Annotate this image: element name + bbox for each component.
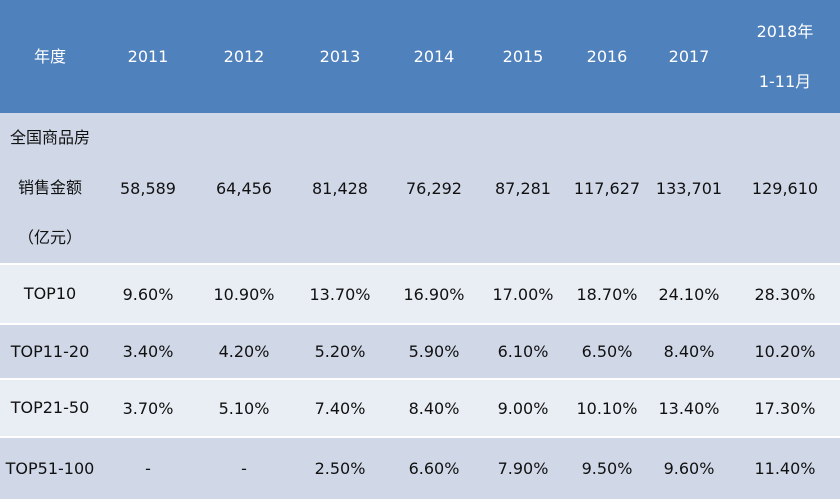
row-label-text: 全国商品房 [9, 128, 90, 147]
header-text: 2018年 [756, 21, 814, 41]
header-text: 1-11月 [758, 71, 812, 91]
data-cell: 5.10% [196, 378, 292, 437]
data-cell: 5.90% [388, 323, 480, 379]
data-cell: 9.00% [480, 378, 566, 437]
data-cell: 9.60% [100, 263, 196, 324]
data-cell: 64,456 [196, 113, 292, 264]
data-cell: 6.10% [480, 323, 566, 379]
data-cell: 13.70% [292, 263, 388, 324]
header-text: 2011 [127, 46, 169, 66]
row-label-text: TOP11-20 [10, 341, 90, 361]
header-cell: 年度 [0, 0, 100, 113]
data-cell: 10.10% [566, 378, 648, 437]
header-cell: 2013 [292, 0, 388, 113]
header-cell: 2017 [648, 0, 730, 113]
header-text: 2016 [586, 46, 628, 66]
data-cell: 3.70% [100, 378, 196, 437]
header-cell: 2015 [480, 0, 566, 113]
header-text: 2015 [502, 46, 544, 66]
data-cell: 16.90% [388, 263, 480, 324]
header-text: 2013 [319, 46, 361, 66]
data-cell: 76,292 [388, 113, 480, 264]
data-cell: - [100, 436, 196, 499]
data-cell: 6.60% [388, 436, 480, 499]
data-cell: 17.00% [480, 263, 566, 324]
data-cell: 18.70% [566, 263, 648, 324]
row-label-text: TOP21-50 [10, 398, 90, 417]
data-row: TOP11-20 3.40% 4.20% 5.20% 5.90% 6.10% 6.50% 8.… [0, 323, 840, 379]
data-cell: 9.60% [648, 436, 730, 499]
data-cell: 7.40% [292, 378, 388, 437]
header-cell: 2012 [196, 0, 292, 113]
data-cell: 81,428 [292, 113, 388, 264]
data-cell: 13.40% [648, 378, 730, 437]
data-cell: 117,627 [566, 113, 648, 264]
row-label: 全国商品房销售金额 （亿元） [0, 113, 100, 264]
header-cell: 2011 [100, 0, 196, 113]
data-cell: 6.50% [566, 323, 648, 379]
header-text: 年度 [33, 46, 66, 66]
data-cell: 3.40% [100, 323, 196, 379]
row-label-text: 销售金额 [17, 178, 82, 197]
data-cell: 10.90% [196, 263, 292, 324]
row-label: TOP21-50 [0, 378, 100, 437]
header-text: 2017 [668, 46, 710, 66]
header-cell: 2016 [566, 0, 648, 113]
data-cell: 5.20% [292, 323, 388, 379]
data-cell: 133,701 [648, 113, 730, 264]
data-cell: 10.20% [730, 323, 840, 379]
data-cell: 7.90% [480, 436, 566, 499]
data-cell: 58,589 [100, 113, 196, 264]
data-cell: 8.40% [648, 323, 730, 379]
data-cell: 4.20% [196, 323, 292, 379]
row-label-text: （亿元） [17, 228, 82, 247]
header-cell: 2018年 1-11月 [730, 0, 840, 113]
data-row: 全国商品房销售金额 （亿元） 58,589 64,456 81,428 76,292 87,… [0, 113, 840, 264]
data-cell: 17.30% [730, 378, 840, 437]
header-text: 2012 [223, 46, 265, 66]
data-row: TOP21-50 3.70% 5.10% 7.40% 8.40% 9.00% 10.10% 1… [0, 378, 840, 437]
data-cell: 11.40% [730, 436, 840, 499]
data-row: TOP10 9.60% 10.90% 13.70% 16.90% 17.00% 18.70%… [0, 263, 840, 324]
row-label-text: TOP51-100 [5, 458, 95, 478]
data-cell: 28.30% [730, 263, 840, 324]
data-cell: 2.50% [292, 436, 388, 499]
data-cell: 129,610 [730, 113, 840, 264]
data-cell: 9.50% [566, 436, 648, 499]
row-label: TOP51-100 [0, 436, 100, 499]
data-cell: - [196, 436, 292, 499]
data-cell: 24.10% [648, 263, 730, 324]
row-label: TOP10 [0, 263, 100, 324]
header-cell: 2014 [388, 0, 480, 113]
data-cell: 8.40% [388, 378, 480, 437]
row-label-text: TOP10 [23, 284, 77, 303]
header-row: 年度 2011 2012 2013 2014 2015 2016 2017 2018年 1-11月 [0, 0, 840, 113]
header-text: 2014 [413, 46, 455, 66]
data-cell: 87,281 [480, 113, 566, 264]
row-label: TOP11-20 [0, 323, 100, 379]
data-row: TOP51-100- -2.50% 6.60% 7.90% 9.50% 9.60% 11.4… [0, 436, 840, 499]
